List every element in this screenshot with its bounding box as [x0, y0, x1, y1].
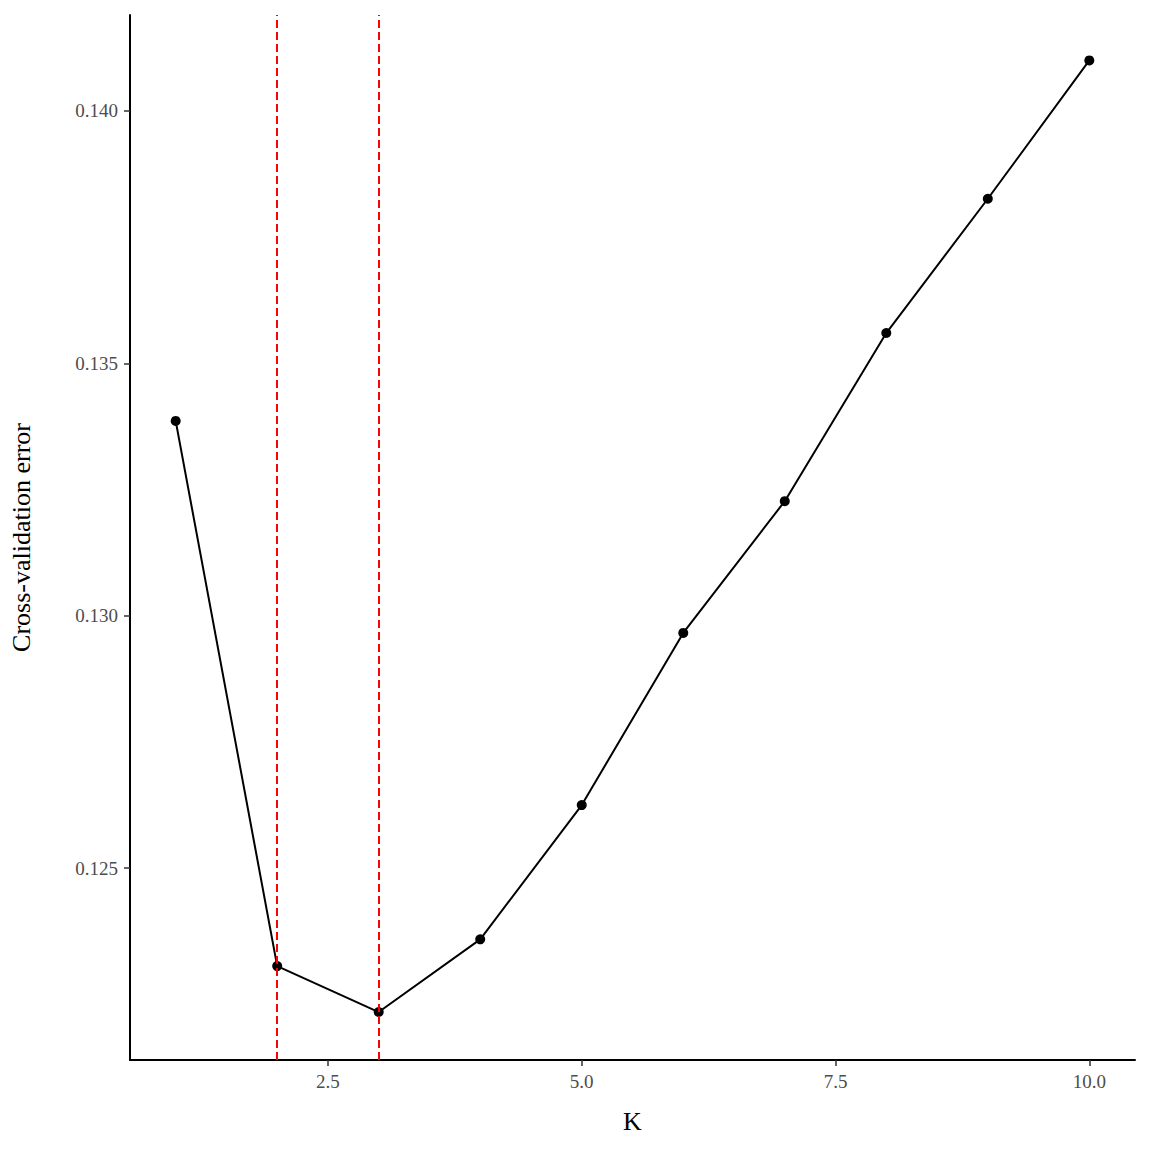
svg-text:2.5: 2.5 — [316, 1071, 340, 1092]
svg-text:10.0: 10.0 — [1073, 1071, 1106, 1092]
svg-text:Cross-validation error: Cross-validation error — [7, 423, 36, 652]
svg-text:7.5: 7.5 — [824, 1071, 848, 1092]
svg-text:K: K — [623, 1107, 642, 1136]
svg-text:0.130: 0.130 — [75, 605, 118, 626]
svg-text:0.125: 0.125 — [75, 858, 118, 879]
svg-text:5.0: 5.0 — [570, 1071, 594, 1092]
svg-text:0.135: 0.135 — [75, 353, 118, 374]
svg-text:0.140: 0.140 — [75, 100, 118, 121]
